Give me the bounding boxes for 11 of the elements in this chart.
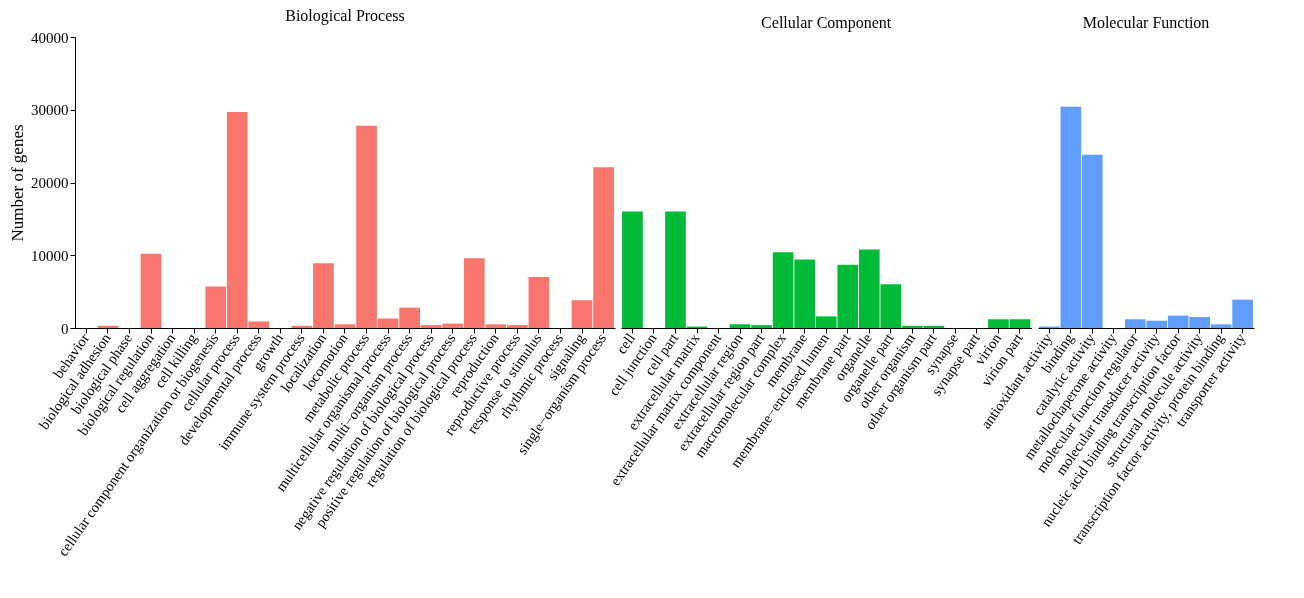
y-tick-label: 30000 bbox=[31, 102, 69, 119]
y-tick-label: 20000 bbox=[31, 175, 69, 191]
chart-title: Biological Process bbox=[285, 7, 405, 25]
chart-title: Molecular Function bbox=[1082, 14, 1210, 31]
bar bbox=[622, 211, 643, 328]
chart-title: Cellular Component bbox=[761, 14, 892, 32]
y-tick-label: 10000 bbox=[31, 247, 69, 264]
y-tick-label: 0 bbox=[61, 320, 69, 337]
bar bbox=[140, 253, 162, 328]
y-axis-title: Number of genes bbox=[8, 124, 27, 242]
y-tick-label: 40000 bbox=[31, 29, 69, 46]
